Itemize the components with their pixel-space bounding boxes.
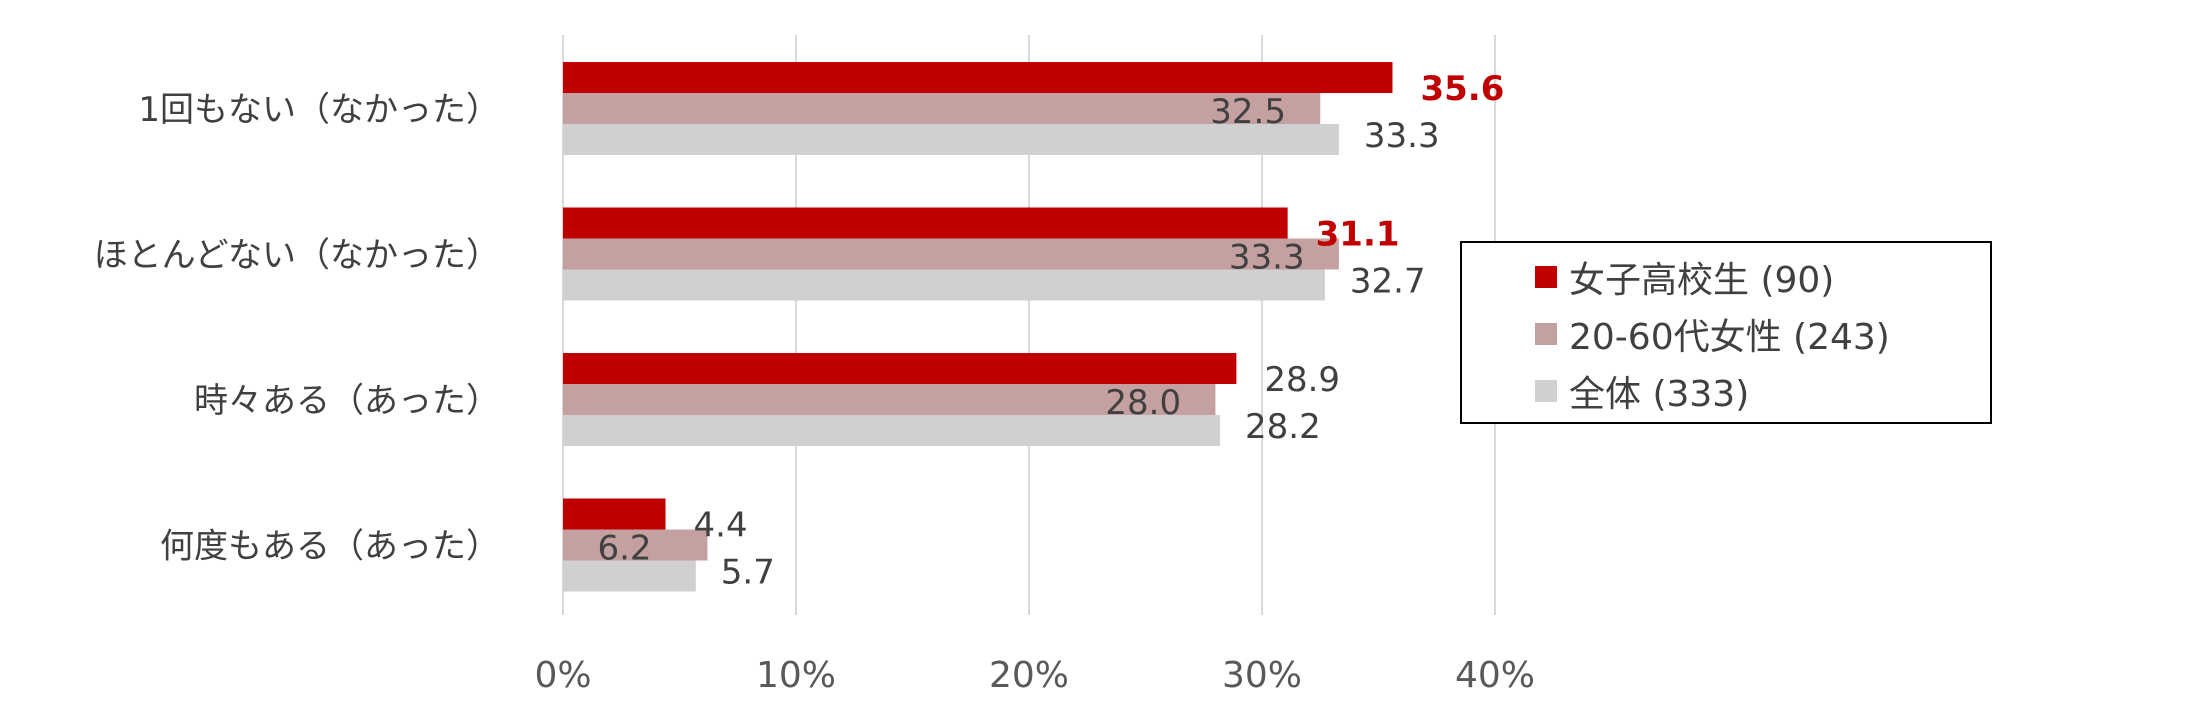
- bar: [563, 529, 708, 561]
- legend-swatch: [1535, 323, 1557, 345]
- bar: [563, 560, 696, 592]
- data-label: 31.1: [1316, 215, 1400, 255]
- data-label: 28.9: [1264, 360, 1340, 400]
- data-label: 6.2: [597, 529, 651, 569]
- data-label: 33.3: [1364, 116, 1440, 156]
- value-labels: 35.6 32.5 33.3 31.1 33.3 32.7 28.9 28.0 28.2 4.4 6…: [597, 69, 1504, 593]
- data-label: 28.2: [1245, 407, 1321, 447]
- data-label: 33.3: [1229, 238, 1305, 278]
- category-label: ほとんどない（なかった）: [94, 236, 500, 276]
- legend-item-high-school-girls: 女子高校生 (90): [1535, 255, 1834, 301]
- x-tick-label: 10%: [756, 655, 836, 696]
- legend-swatch: [1535, 380, 1557, 402]
- category-label: 1回もない（なかった）: [138, 90, 500, 130]
- bar: [563, 124, 1339, 155]
- legend-swatch: [1535, 266, 1557, 288]
- data-label: 35.6: [1420, 69, 1504, 109]
- category-label: 何度もある（あった）: [160, 527, 500, 567]
- legend: 女子高校生 (90) 20-60代女性 (243) 全体 (333): [1460, 241, 1992, 424]
- legend-item-overall: 全体 (333): [1535, 369, 1749, 415]
- data-label: 4.4: [694, 506, 748, 546]
- bar: [563, 93, 1321, 124]
- bar: [563, 498, 666, 530]
- bar: [563, 353, 1237, 384]
- bar: [563, 384, 1216, 415]
- data-label: 32.5: [1210, 92, 1286, 132]
- data-label: 5.7: [721, 553, 775, 593]
- category-label: 時々ある（あった）: [194, 381, 500, 421]
- x-tick-label: 0%: [534, 655, 591, 696]
- x-tick-label: 30%: [1222, 655, 1302, 696]
- x-tick-labels: 0% 10% 20% 30% 40%: [534, 655, 1535, 696]
- bar: [563, 415, 1221, 446]
- legend-label: 女子高校生 (90): [1569, 260, 1835, 301]
- legend-item-women-20-60s: 20-60代女性 (243): [1535, 312, 1890, 358]
- data-label: 28.0: [1105, 383, 1181, 423]
- bar: [563, 207, 1288, 239]
- bars: [563, 62, 1393, 592]
- bar: [563, 62, 1393, 93]
- bar: [563, 238, 1339, 270]
- x-tick-label: 20%: [989, 655, 1069, 696]
- x-tick-label: 40%: [1455, 655, 1535, 696]
- bar: [563, 269, 1325, 301]
- category-labels: 1回もない（なかった） ほとんどない（なかった） 時々ある（あった） 何度もある（あっ…: [94, 90, 500, 567]
- legend-label: 全体 (333): [1569, 374, 1750, 415]
- data-label: 32.7: [1350, 262, 1426, 302]
- legend-label: 20-60代女性 (243): [1569, 317, 1890, 358]
